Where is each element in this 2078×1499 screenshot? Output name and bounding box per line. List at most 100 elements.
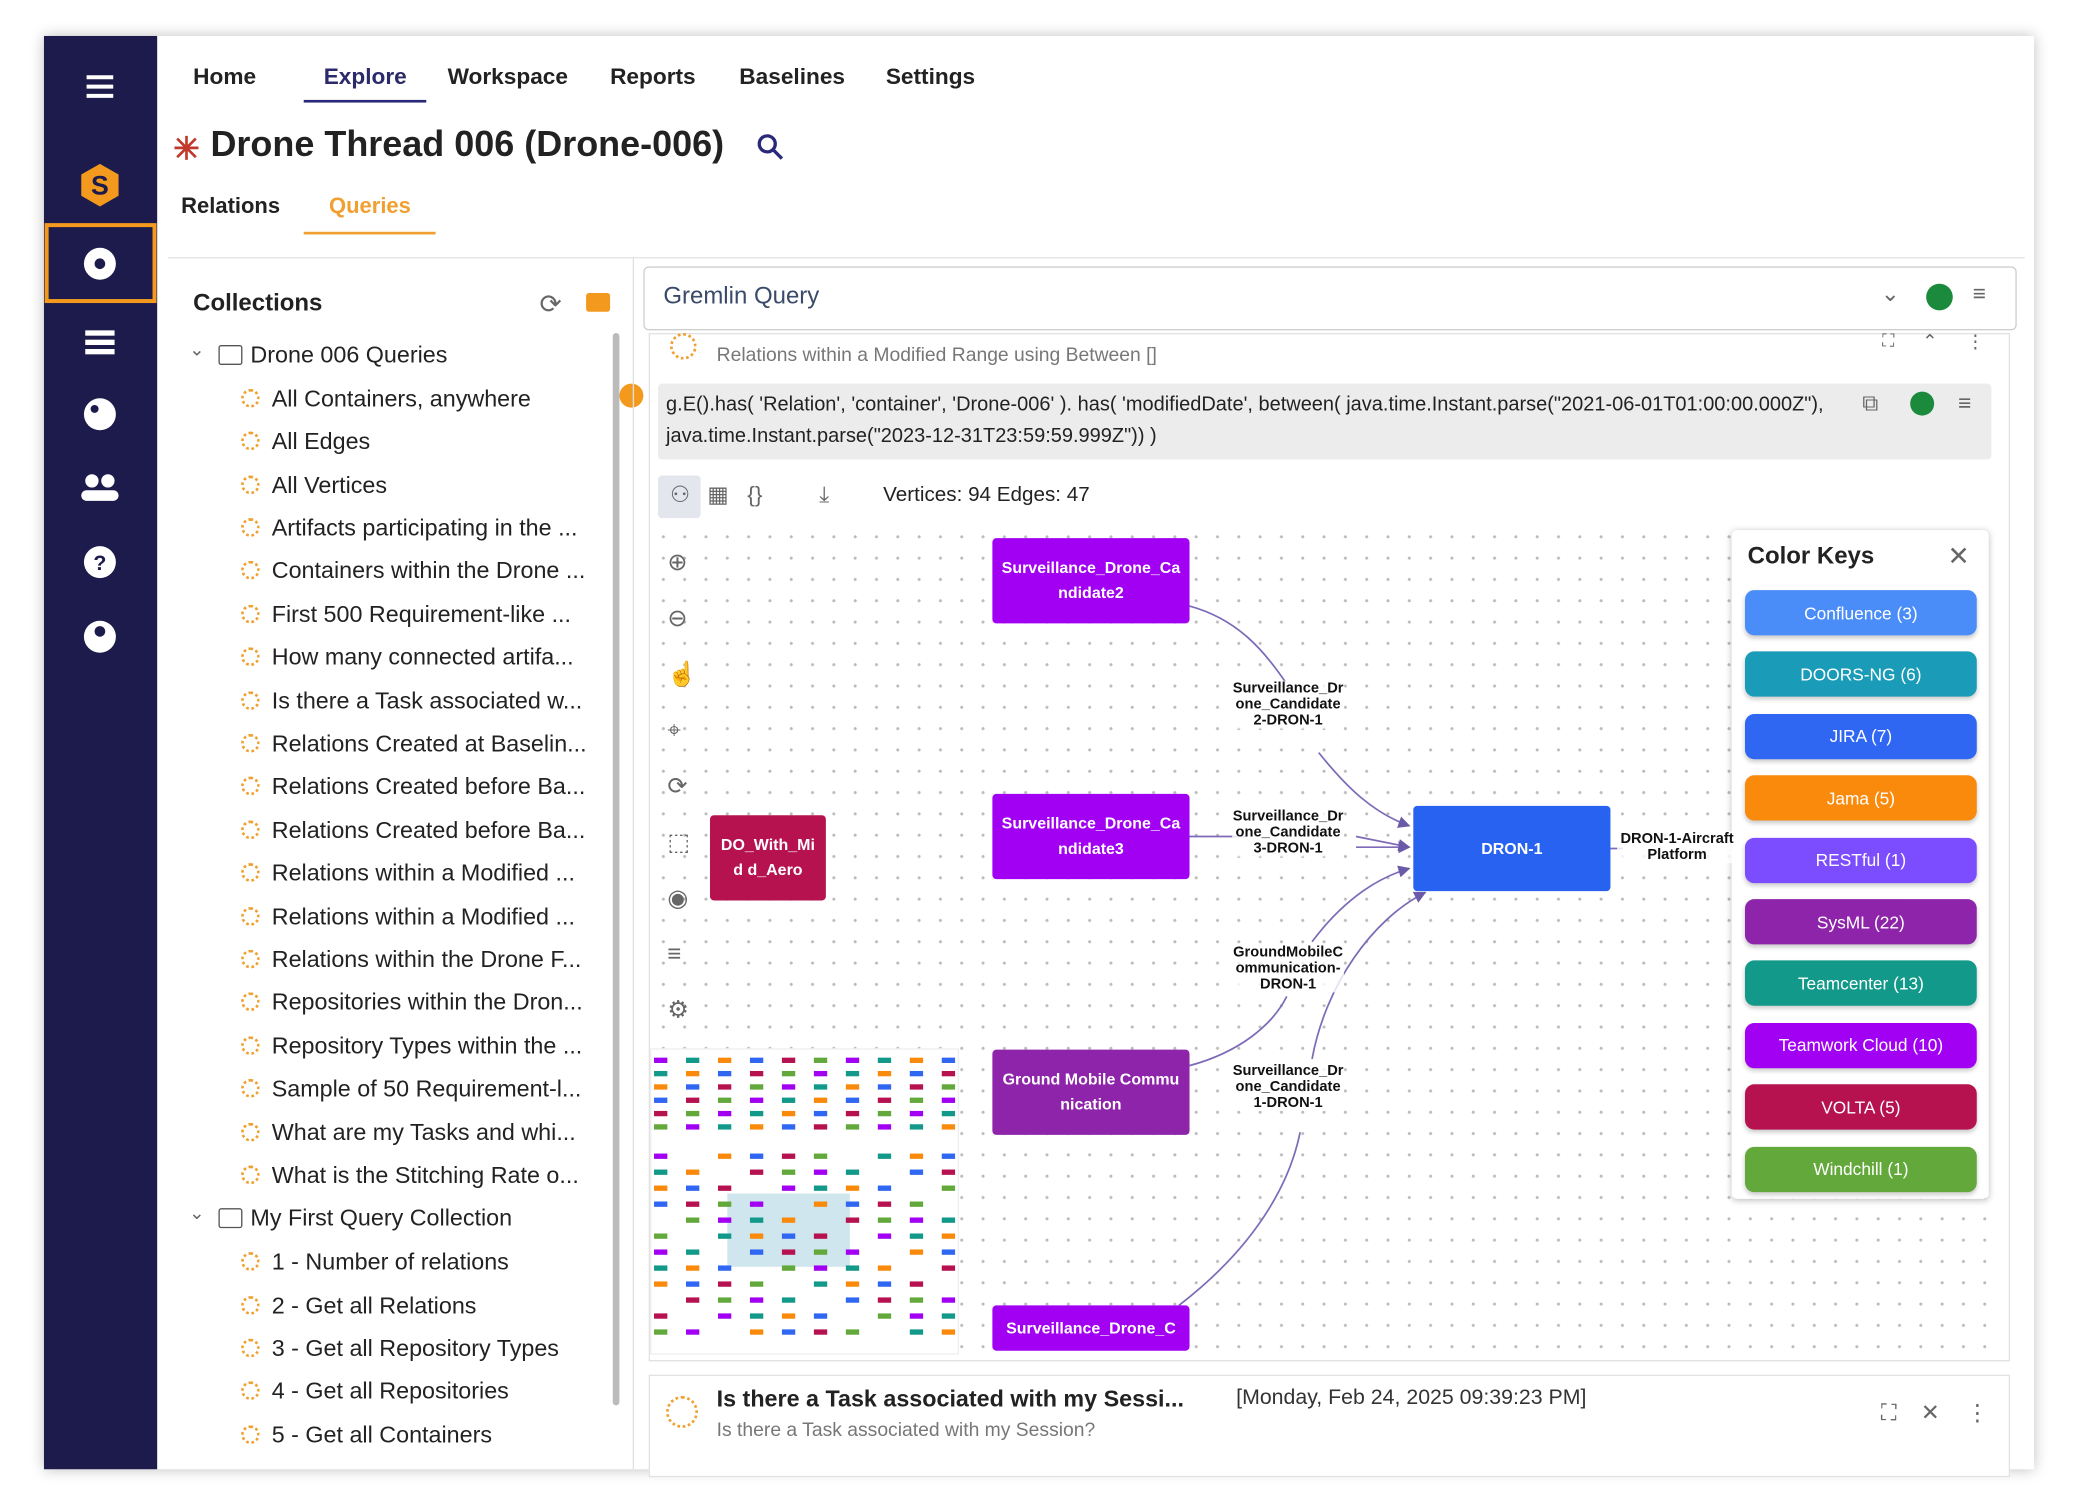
query-icon (241, 690, 260, 710)
graph-tool[interactable]: ≡ (667, 940, 682, 968)
add-query-button[interactable]: ≡ (1958, 390, 1972, 416)
query-item[interactable]: What is the Stitching Rate o... (271, 1161, 579, 1189)
group-name[interactable]: Drone 006 Queries (250, 341, 448, 368)
query-item[interactable]: Relations Created before Ba... (271, 773, 586, 800)
query-item[interactable]: Relations within the Drone F... (271, 945, 582, 973)
nav-tab[interactable]: Baselines (739, 63, 846, 90)
minimap-node (717, 1110, 732, 1117)
rerun-button[interactable] (1910, 391, 1935, 416)
collapse-result-button[interactable]: ⌃ (1922, 330, 1938, 352)
minimap-node (781, 1313, 796, 1319)
minimap-node (654, 1329, 668, 1335)
run-button[interactable] (1926, 283, 1953, 311)
group-chevron[interactable]: ⌄ (189, 338, 205, 360)
graph-tool[interactable]: ⊖ (667, 604, 688, 632)
expand-button-2[interactable]: ⛶ (1880, 1399, 1897, 1426)
query-item[interactable]: 2 - Get all Relations (271, 1291, 477, 1319)
query-item[interactable]: Relations Created at Baselin... (271, 729, 587, 757)
query-item[interactable]: Relations within a Modified ... (271, 859, 575, 887)
graph-node[interactable]: DRON-1 (1413, 805, 1611, 892)
sub-tab[interactable]: Queries (329, 194, 411, 219)
query-item[interactable]: All Containers, anywhere (271, 384, 531, 412)
menu-button[interactable]: ⋮ (1966, 330, 1985, 352)
graph-node[interactable]: Surveillance_Drone_C (992, 1305, 1190, 1351)
query-item[interactable]: 4 - Get all Repositories (271, 1377, 509, 1405)
nav-tab[interactable]: Settings (885, 63, 976, 90)
collapse-button[interactable] (619, 383, 644, 408)
group-chevron[interactable]: ⌄ (189, 1202, 205, 1224)
color-key[interactable]: Jama (5) (1744, 775, 1977, 821)
minimap-node (941, 1233, 956, 1239)
expand-button[interactable]: ⛶ (1882, 330, 1895, 351)
dropdown-button[interactable]: ⌄ (1880, 281, 1900, 307)
graph-tool[interactable]: ⌖ (667, 716, 681, 744)
graph-tool[interactable]: ◉ (667, 884, 689, 912)
query-item[interactable]: Containers within the Drone ... (271, 557, 586, 584)
query-item[interactable]: Artifacts participating in the ... (271, 514, 578, 541)
close-button-2[interactable]: ✕ (1920, 1399, 1940, 1426)
sub-tab[interactable]: Relations (181, 194, 281, 219)
download-button[interactable]: ⤓ (819, 482, 830, 508)
color-key[interactable]: SysML (22) (1744, 899, 1977, 945)
table-view-button[interactable]: ▦ (707, 482, 729, 508)
color-key[interactable]: Confluence (3) (1744, 590, 1977, 636)
json-view-button[interactable]: {} (747, 482, 763, 508)
graph-node[interactable]: Surveillance_Drone_Candidate2 (992, 538, 1190, 624)
query-item[interactable]: All Edges (271, 427, 371, 455)
add-button[interactable]: ≡ (1972, 281, 1986, 307)
query-item[interactable]: Is there a Task associated w... (271, 686, 583, 714)
query-item[interactable]: 3 - Get all Repository Types (271, 1334, 559, 1362)
color-key[interactable]: VOLTA (5) (1744, 1084, 1977, 1130)
query-item[interactable]: Relations Created before Ba... (271, 816, 586, 843)
query-icon[interactable] (754, 131, 786, 163)
minimap-viewport (727, 1193, 850, 1267)
new-folder-button[interactable] (586, 293, 611, 312)
query-item[interactable]: Repository Types within the ... (271, 1032, 583, 1059)
query-item[interactable]: All Vertices (271, 471, 388, 498)
minimap-node (686, 1329, 700, 1335)
menu-button-2[interactable]: ⋮ (1966, 1399, 1989, 1426)
query-item[interactable]: What are my Tasks and whi... (271, 1118, 576, 1146)
query-item[interactable]: How many connected artifa... (271, 643, 574, 671)
color-key[interactable]: RESTful (1) (1744, 837, 1977, 883)
query-icon (241, 733, 260, 753)
color-key[interactable]: Teamcenter (13) (1744, 960, 1977, 1007)
color-key[interactable]: DOORS-NG (6) (1744, 651, 1977, 698)
query-item[interactable]: First 500 Requirement-like ... (271, 600, 572, 628)
color-key[interactable]: Windchill (1) (1744, 1146, 1977, 1192)
graph-tool[interactable]: ☝ (667, 660, 698, 688)
nav-tab[interactable]: Workspace (447, 63, 568, 90)
graph-view-icon: ⚇ (670, 482, 691, 508)
nav-tab[interactable]: Reports (610, 63, 696, 90)
group-name[interactable]: My First Query Collection (250, 1204, 513, 1232)
close-color-keys[interactable]: ✕ (1947, 542, 1970, 572)
minimap-node (654, 1124, 668, 1130)
graph-tool[interactable]: ⚙ (667, 996, 689, 1024)
scrollbar[interactable] (612, 333, 620, 1406)
graph-node[interactable]: Ground Mobile Communication (992, 1049, 1190, 1135)
minimap-node (877, 1217, 892, 1223)
graph-tool[interactable]: ⊕ (667, 548, 688, 576)
query-item[interactable]: Repositories within the Dron... (271, 988, 583, 1016)
refresh-button[interactable]: ⟳ (539, 290, 562, 320)
query-item[interactable]: 1 - Number of relations (271, 1248, 509, 1276)
graph-node[interactable]: DO_With_Mid d_Aero (709, 815, 826, 901)
minimap-node (781, 1057, 796, 1063)
minimap-node (717, 1297, 732, 1303)
color-key[interactable]: JIRA (7) (1744, 713, 1977, 759)
gremlin-query-box[interactable] (643, 266, 2017, 331)
nav-tab[interactable]: Explore (323, 63, 407, 90)
query-item[interactable]: Relations within a Modified ... (271, 902, 575, 930)
graph-tool[interactable]: ⟳ (667, 772, 688, 800)
copy-button[interactable]: ⧉ (1862, 390, 1879, 416)
color-key[interactable]: Teamwork Cloud (10) (1744, 1022, 1977, 1069)
graph-node[interactable]: Surveillance_Drone_Candidate3 (992, 793, 1190, 880)
minimap-node (781, 1097, 796, 1103)
graph-tool[interactable]: ⬚ (667, 828, 691, 856)
query-item[interactable]: 5 - Get all Containers (271, 1421, 493, 1448)
nav-tab[interactable]: Home (193, 63, 257, 90)
minimap[interactable] (650, 1048, 960, 1355)
query-item[interactable]: Sample of 50 Requirement-l... (271, 1075, 582, 1102)
graph-view-button[interactable] (658, 475, 701, 519)
